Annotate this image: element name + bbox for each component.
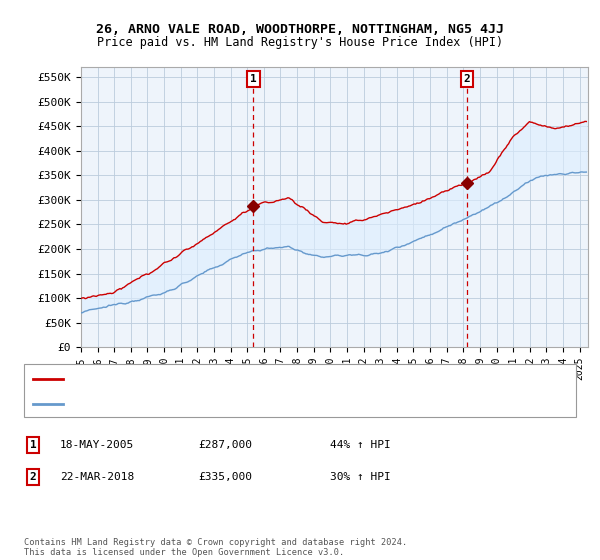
Text: 2: 2 bbox=[464, 74, 470, 84]
Text: 30% ↑ HPI: 30% ↑ HPI bbox=[330, 472, 391, 482]
Text: £335,000: £335,000 bbox=[198, 472, 252, 482]
Text: 26, ARNO VALE ROAD, WOODTHORPE, NOTTINGHAM, NG5 4JJ: 26, ARNO VALE ROAD, WOODTHORPE, NOTTINGH… bbox=[96, 24, 504, 36]
Text: 2: 2 bbox=[29, 472, 37, 482]
Text: 1: 1 bbox=[250, 74, 257, 84]
Text: Contains HM Land Registry data © Crown copyright and database right 2024.
This d: Contains HM Land Registry data © Crown c… bbox=[24, 538, 407, 557]
Text: 18-MAY-2005: 18-MAY-2005 bbox=[60, 440, 134, 450]
Text: HPI: Average price, detached house, Gedling: HPI: Average price, detached house, Gedl… bbox=[69, 399, 338, 409]
Text: 26, ARNO VALE ROAD, WOODTHORPE, NOTTINGHAM, NG5 4JJ (detached house): 26, ARNO VALE ROAD, WOODTHORPE, NOTTINGH… bbox=[69, 374, 494, 384]
Text: £287,000: £287,000 bbox=[198, 440, 252, 450]
Text: Price paid vs. HM Land Registry's House Price Index (HPI): Price paid vs. HM Land Registry's House … bbox=[97, 36, 503, 49]
Text: 44% ↑ HPI: 44% ↑ HPI bbox=[330, 440, 391, 450]
Text: 22-MAR-2018: 22-MAR-2018 bbox=[60, 472, 134, 482]
Text: 1: 1 bbox=[29, 440, 37, 450]
